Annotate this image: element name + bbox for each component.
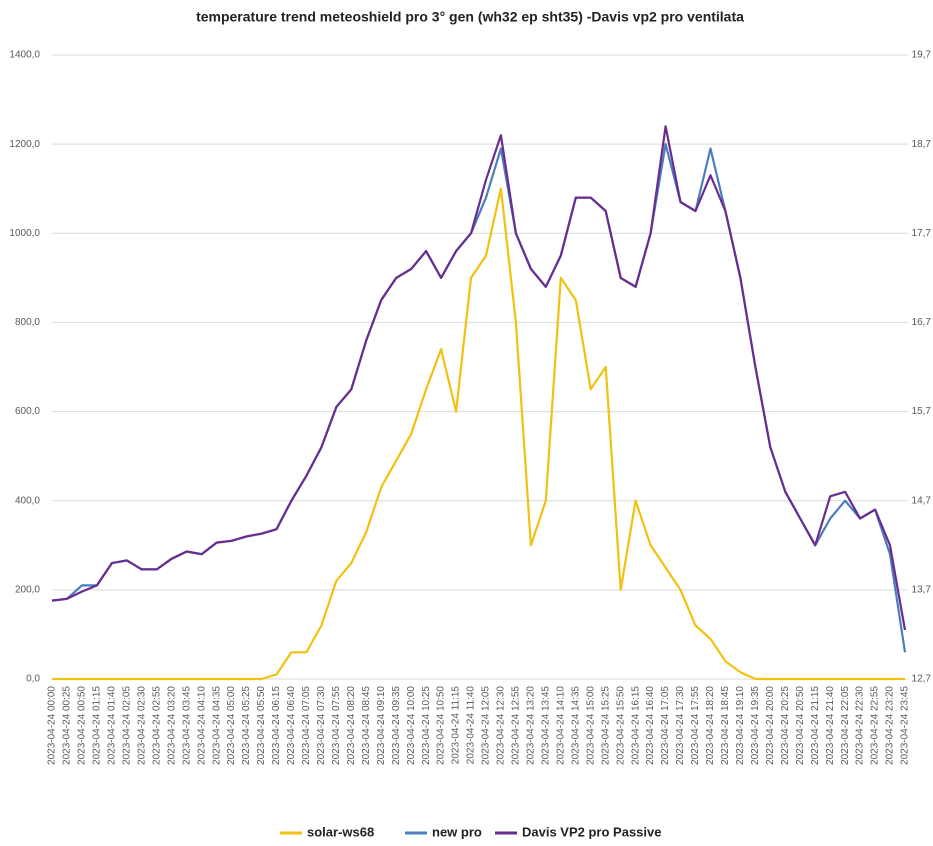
y-tick-label: 1200,0 (9, 139, 40, 150)
x-tick-label: 2023-04-24 23:45 (900, 686, 911, 765)
x-tick-label: 2023-04-24 20:00 (765, 686, 776, 765)
y2-tick-label: 13,7 (912, 584, 932, 595)
x-tick-label: 2023-04-24 17:05 (660, 686, 671, 765)
x-tick-label: 2023-04-24 15:00 (585, 686, 596, 765)
x-tick-label: 2023-04-24 12:05 (481, 686, 492, 765)
x-tick-label: 2023-04-24 10:25 (421, 686, 432, 765)
x-tick-label: 2023-04-24 18:45 (720, 686, 731, 765)
x-tick-label: 2023-04-24 17:30 (675, 686, 686, 765)
x-tick-label: 2023-04-24 05:50 (256, 686, 267, 765)
x-tick-label: 2023-04-24 21:15 (810, 686, 821, 765)
legend-label: Davis VP2 pro Passive (522, 824, 661, 839)
x-tick-label: 2023-04-24 19:10 (735, 686, 746, 765)
x-tick-label: 2023-04-24 07:05 (301, 686, 312, 765)
series-line (52, 187, 905, 681)
x-tick-label: 2023-04-24 14:10 (555, 686, 566, 765)
x-tick-label: 2023-04-24 07:30 (316, 686, 327, 765)
x-tick-label: 2023-04-24 21:40 (825, 686, 836, 765)
y2-tick-label: 16,7 (912, 317, 932, 328)
x-tick-label: 2023-04-24 08:20 (346, 686, 357, 765)
x-tick-label: 2023-04-24 11:15 (451, 686, 462, 765)
x-tick-label: 2023-04-24 13:20 (526, 686, 537, 765)
x-tick-label: 2023-04-24 05:25 (241, 686, 252, 765)
x-tick-label: 2023-04-24 13:45 (540, 686, 551, 765)
x-tick-label: 2023-04-24 03:20 (166, 686, 177, 765)
x-tick-label: 2023-04-24 02:55 (151, 686, 162, 765)
x-tick-label: 2023-04-24 15:25 (600, 686, 611, 765)
x-tick-label: 2023-04-24 04:35 (211, 686, 222, 765)
x-tick-label: 2023-04-24 04:10 (196, 686, 207, 765)
x-tick-label: 2023-04-24 03:45 (181, 686, 192, 765)
x-tick-label: 2023-04-24 01:15 (92, 686, 103, 765)
x-tick-label: 2023-04-24 07:55 (331, 686, 342, 765)
x-tick-label: 2023-04-24 20:25 (780, 686, 791, 765)
y-tick-label: 1000,0 (9, 228, 40, 239)
x-tick-label: 2023-04-24 06:15 (271, 686, 282, 765)
x-tick-label: 2023-04-24 02:05 (121, 686, 132, 765)
y2-tick-label: 17,7 (912, 228, 932, 239)
y-tick-label: 1400,0 (9, 50, 40, 61)
x-tick-label: 2023-04-24 12:30 (496, 686, 507, 765)
x-tick-label: 2023-04-24 19:35 (750, 686, 761, 765)
y-tick-label: 0,0 (26, 674, 40, 685)
x-tick-label: 2023-04-24 06:40 (286, 686, 297, 765)
x-tick-label: 2023-04-24 22:30 (855, 686, 866, 765)
x-tick-label: 2023-04-24 16:15 (630, 686, 641, 765)
x-tick-label: 2023-04-24 09:10 (376, 686, 387, 765)
x-tick-label: 2023-04-24 22:55 (870, 686, 881, 765)
x-tick-label: 2023-04-24 23:20 (885, 686, 896, 765)
y-tick-label: 400,0 (15, 495, 40, 506)
x-tick-label: 2023-04-24 09:35 (391, 686, 402, 765)
x-tick-label: 2023-04-24 15:50 (615, 686, 626, 765)
x-tick-label: 2023-04-24 01:40 (107, 686, 118, 765)
x-tick-label: 2023-04-24 18:20 (705, 686, 716, 765)
x-tick-label: 2023-04-24 10:00 (406, 686, 417, 765)
x-tick-label: 2023-04-24 00:25 (62, 686, 73, 765)
y2-tick-label: 12,7 (912, 674, 932, 685)
y-tick-label: 600,0 (15, 406, 40, 417)
y-tick-label: 200,0 (15, 584, 40, 595)
x-tick-label: 2023-04-24 08:45 (361, 686, 372, 765)
x-tick-label: 2023-04-24 11:40 (466, 686, 477, 765)
x-tick-label: 2023-04-24 00:00 (47, 686, 58, 765)
chart-title: temperature trend meteoshield pro 3° gen… (196, 9, 744, 25)
x-tick-label: 2023-04-24 12:55 (511, 686, 522, 765)
x-tick-label: 2023-04-24 00:50 (77, 686, 88, 765)
x-tick-label: 2023-04-24 17:55 (690, 686, 701, 765)
legend-label: new pro (432, 824, 482, 839)
legend-label: solar-ws68 (307, 824, 374, 839)
y-tick-label: 800,0 (15, 317, 40, 328)
x-tick-label: 2023-04-24 20:50 (795, 686, 806, 765)
y2-tick-label: 15,7 (912, 406, 932, 417)
x-tick-label: 2023-04-24 16:40 (645, 686, 656, 765)
y2-tick-label: 14,7 (912, 495, 932, 506)
y2-tick-label: 18,7 (912, 139, 932, 150)
x-tick-label: 2023-04-24 14:35 (570, 686, 581, 765)
x-tick-label: 2023-04-24 22:05 (840, 686, 851, 765)
y2-tick-label: 19,7 (912, 50, 932, 61)
x-tick-label: 2023-04-24 02:30 (136, 686, 147, 765)
series-line (51, 143, 907, 653)
x-tick-label: 2023-04-24 05:00 (226, 686, 237, 765)
x-tick-label: 2023-04-24 10:50 (436, 686, 447, 765)
series-line (51, 125, 907, 631)
